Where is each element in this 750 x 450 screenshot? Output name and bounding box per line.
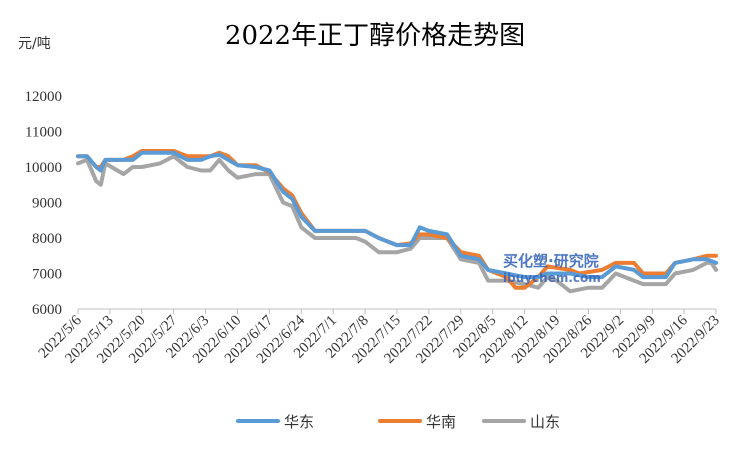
series-line <box>76 154 718 294</box>
y-axis-ticks: 6000 7000 8000 9000 10000 11000 12000 <box>25 89 63 318</box>
y-tick-label: 6000 <box>32 302 62 318</box>
chart-title: 2022年正丁醇价格走势图 <box>225 21 525 51</box>
y-tick-label: 8000 <box>32 231 62 247</box>
watermark-url: ibuychem.com <box>503 271 601 285</box>
y-tick-label: 12000 <box>25 89 63 105</box>
y-axis-unit-label: 元/吨 <box>18 36 51 52</box>
legend: 华东 华南 山东 <box>236 413 560 431</box>
series-line <box>76 150 718 280</box>
watermark: 买化塑·研究院 ibuychem.com <box>503 252 601 285</box>
watermark-text: 买化塑·研究院 <box>503 252 599 270</box>
legend-label: 山东 <box>530 413 560 431</box>
y-tick-label: 11000 <box>25 125 62 141</box>
legend-label: 华东 <box>284 413 314 431</box>
y-tick-label: 10000 <box>25 160 63 176</box>
legend-label: 华南 <box>426 413 456 431</box>
series-lines <box>76 149 718 294</box>
y-tick-label: 7000 <box>32 267 62 283</box>
x-axis-ticks: 2022/5/62022/5/132022/5/202022/5/272022/… <box>36 309 723 367</box>
y-tick-label: 9000 <box>32 196 62 212</box>
